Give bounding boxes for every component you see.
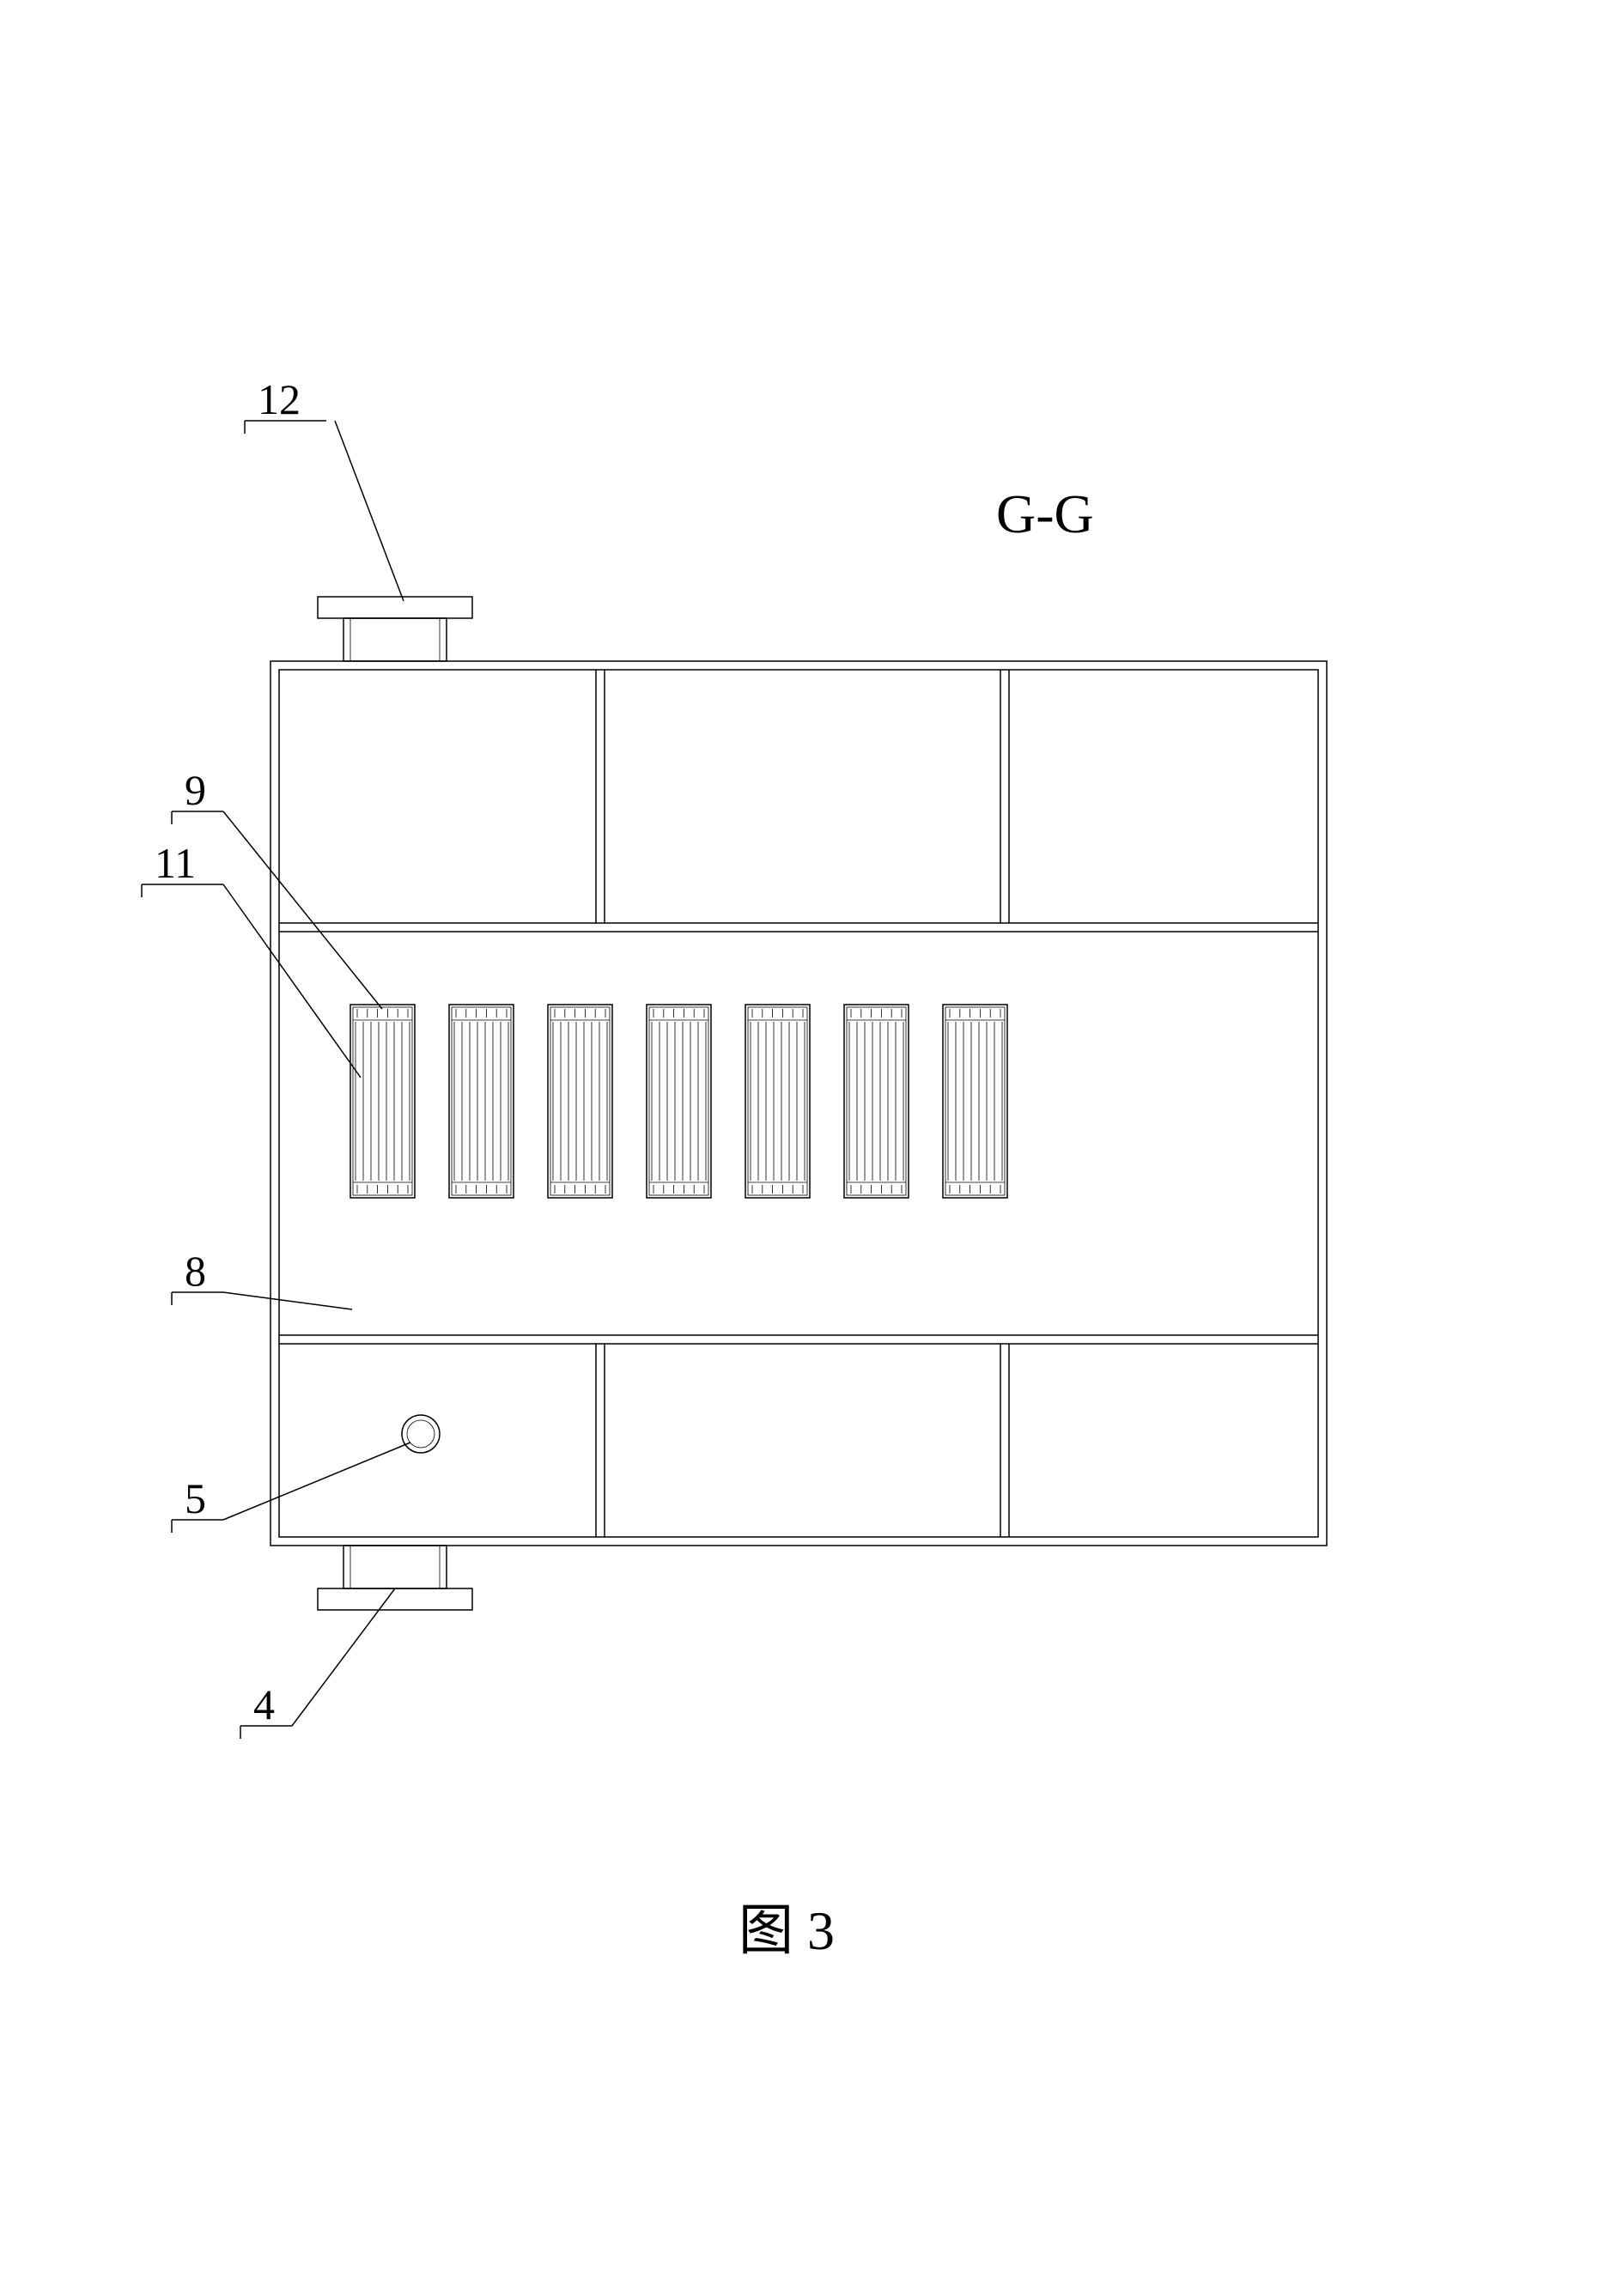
figure-caption: 图 3	[739, 1900, 835, 1961]
section-label: G-G	[996, 483, 1094, 544]
diagram-canvas: 12 9 11 8 5 4 G-G 图 3	[0, 0, 1623, 2296]
callout-number: 8	[185, 1247, 206, 1295]
callout-number: 9	[185, 766, 206, 814]
callout-number: 4	[253, 1680, 275, 1728]
callout-number: 12	[258, 375, 301, 423]
callout-number: 11	[155, 839, 196, 887]
callout-number: 5	[185, 1474, 206, 1522]
